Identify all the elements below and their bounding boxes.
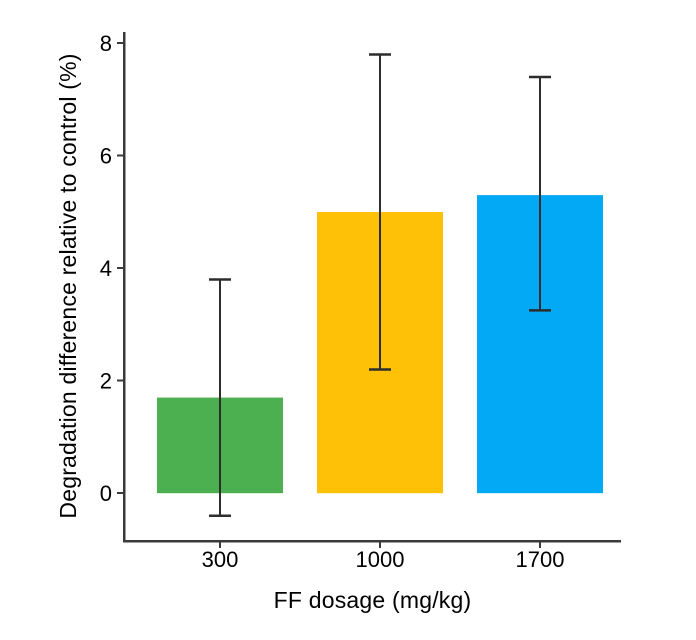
y-tick-label-2: 2 <box>100 369 112 394</box>
y-tick-label-6: 6 <box>100 144 112 169</box>
y-tick-label-0: 0 <box>100 481 112 506</box>
x-tick-label-300: 300 <box>202 547 239 572</box>
x-axis-title: FF dosage (mg/kg) <box>273 587 472 613</box>
y-axis-title: Degradation difference relative to contr… <box>55 53 81 519</box>
y-tick-label-4: 4 <box>100 256 112 281</box>
x-tick-label-1000: 1000 <box>356 547 405 572</box>
y-tick-label-8: 8 <box>100 31 112 56</box>
x-tick-label-1700: 1700 <box>516 547 565 572</box>
